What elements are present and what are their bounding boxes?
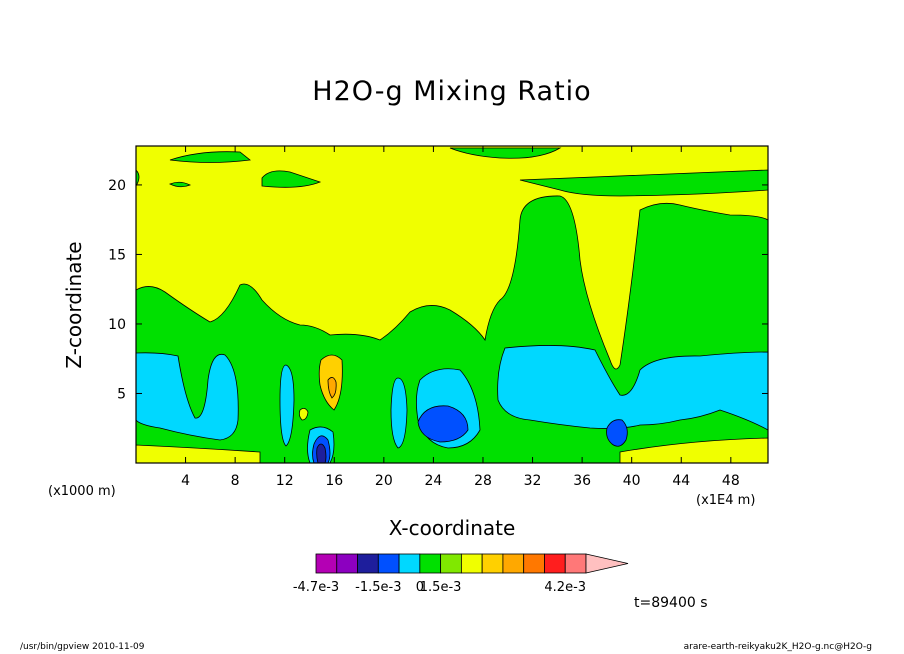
x-tick-label: 28 — [474, 473, 492, 489]
x-tick-label: 24 — [424, 473, 442, 489]
x-tick-label: 44 — [672, 473, 690, 489]
x-tick-label: 12 — [276, 473, 294, 489]
colorbar-label: 4.2e-3 — [544, 580, 586, 595]
colorbar-cell — [564, 553, 587, 574]
chart-title: H2O-g Mixing Ratio — [312, 76, 592, 107]
field-blue — [417, 405, 469, 443]
y-tick-label: 10 — [108, 317, 126, 333]
x-tick-label: 32 — [524, 473, 542, 489]
x-scale-label: (x1E4 m) — [696, 493, 756, 508]
x-tick-label: 4 — [181, 473, 190, 489]
y-scale-label: (x1000 m) — [48, 484, 116, 499]
x-tick-label: 8 — [231, 473, 240, 489]
x-tick-label: 36 — [573, 473, 591, 489]
colorbar-cell — [357, 553, 379, 574]
x-tick-label: 40 — [623, 473, 641, 489]
time-label: t=89400 s — [634, 595, 708, 611]
field-cyan — [497, 345, 768, 431]
field-yellow — [298, 408, 309, 421]
y-tick-label: 20 — [108, 178, 126, 194]
y-axis-label: Z-coordinate — [62, 241, 86, 369]
field-green — [169, 181, 191, 188]
x-tick-label: 48 — [722, 473, 740, 489]
field-blue — [606, 419, 628, 447]
x-tick-label: 20 — [375, 473, 393, 489]
colorbar-label: 0 — [416, 580, 424, 595]
colorbar-cell — [440, 553, 462, 574]
colorbar-cell — [336, 553, 358, 574]
field-green — [261, 170, 322, 188]
colorbar: -4.7e-3 -1.5e-3 01.5e-3 4.2e-3 — [293, 553, 629, 595]
colorbar-cell — [523, 553, 545, 574]
contour-field — [136, 146, 768, 463]
colorbar-arrow — [585, 553, 629, 574]
field-yellow — [619, 437, 768, 463]
x-axis: 4 8 12 16 20 24 28 32 36 40 44 48 — [181, 146, 740, 489]
y-axis: 5 10 15 20 — [108, 178, 768, 402]
field-cyan — [390, 377, 408, 449]
colorbar-label: -4.7e-3 — [293, 580, 339, 595]
x-axis-label: X-coordinate — [388, 516, 516, 540]
colorbar-label: -1.5e-3 — [355, 580, 401, 595]
field-cyan — [136, 352, 239, 441]
colorbar-cell — [377, 553, 400, 574]
y-tick-label: 15 — [108, 247, 126, 263]
colorbar-label: 1.5e-3 — [420, 580, 462, 595]
field-yellow — [136, 444, 261, 463]
field-navy — [316, 443, 327, 463]
y-tick-label: 5 — [117, 386, 126, 402]
footer-left: /usr/bin/gpview 2010-11-09 — [20, 642, 145, 652]
colorbar-cell — [502, 553, 525, 574]
colorbar-cell — [398, 553, 421, 574]
colorbar-cell — [481, 553, 504, 574]
colorbar-cell — [419, 553, 442, 574]
plot-frame — [135, 145, 769, 464]
x-tick-label: 16 — [325, 473, 343, 489]
colorbar-cell — [544, 553, 566, 574]
colorbar-cell — [315, 553, 338, 574]
colorbar-cell — [460, 553, 483, 574]
field-green — [519, 169, 768, 197]
field-green — [169, 151, 251, 163]
footer-right: arare-earth-reikyaku2K_H2O-g.nc@H2O-g — [683, 642, 872, 652]
field-cyan — [279, 364, 295, 447]
field-orange — [327, 377, 337, 399]
